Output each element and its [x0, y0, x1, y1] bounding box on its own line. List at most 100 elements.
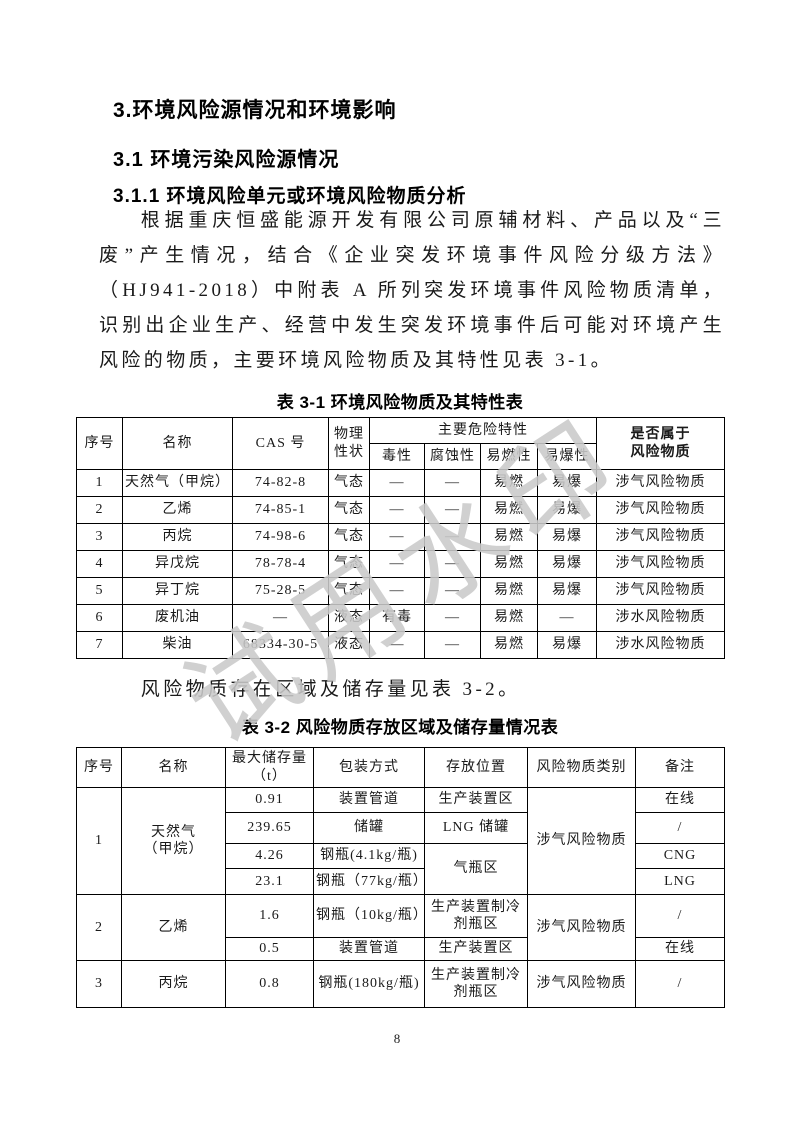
col-header-seq: 序号 [76, 747, 122, 788]
cell-category: 涉气风险物质 [527, 960, 636, 1008]
table-row: 23.1 钢瓶（77kg/瓶） LNG [77, 868, 725, 895]
cell-flammability: 易燃 [480, 550, 538, 578]
cell-name: 异戊烷 [122, 550, 233, 578]
cell-qty: 23.1 [225, 868, 314, 895]
cell-name: 异丁烷 [122, 577, 233, 605]
cell-risk-class: 涉气风险物质 [596, 577, 725, 605]
table-row: 0.5 装置管道 生产装置区 在线 [77, 937, 725, 961]
cell-seq: 1 [76, 787, 122, 895]
section-heading-3: 3.环境风险源情况和环境影响 [113, 99, 397, 122]
cell-category: 涉气风险物质 [527, 894, 636, 961]
cell-name: 柴油 [122, 631, 233, 659]
cell-seq: 3 [76, 523, 123, 551]
col-header-physical-state: 物理 性状 [328, 417, 370, 470]
intro-paragraph: 根据重庆恒盛能源开发有限公司原辅材料、产品以及“三废”产生情况，结合《企业突发环… [99, 210, 725, 371]
cell-toxicity: — [369, 496, 425, 524]
cell-cas: 75-28-5 [232, 577, 329, 605]
col-header-packaging: 包装方式 [313, 747, 425, 788]
cell-packaging: 钢瓶(4.1kg/瓶) [313, 843, 425, 869]
cell-note: / [635, 960, 725, 1008]
cell-phys: 气态 [328, 469, 370, 497]
cell-qty: 0.5 [225, 937, 314, 961]
col-header-location: 存放位置 [424, 747, 528, 788]
cell-toxicity: 有毒 [369, 604, 425, 632]
cell-qty: 239.65 [225, 812, 314, 844]
cell-cas: 68334-30-5 [232, 631, 329, 659]
col-header-name: 名称 [122, 417, 233, 470]
cell-explosivity: 易爆 [537, 631, 597, 659]
cell-risk-class: 涉气风险物质 [596, 496, 725, 524]
cell-location: 生产装置制冷 剂瓶区 [424, 960, 528, 1008]
cell-cas: 74-82-8 [232, 469, 329, 497]
cell-cas: 74-85-1 [232, 496, 329, 524]
cell-phys: 液态 [328, 604, 370, 632]
table-row: 7 柴油 68334-30-5 液态 — — 易燃 易爆 涉水风险物质 [76, 631, 725, 659]
cell-name: 天然气 （甲烷） [121, 787, 226, 895]
cell-note: CNG [635, 843, 725, 869]
cell-packaging: 储罐 [313, 812, 425, 844]
cell-toxicity: — [369, 523, 425, 551]
col-header-seq: 序号 [76, 417, 123, 470]
cell-explosivity: 易爆 [537, 577, 597, 605]
cell-risk-class: 涉气风险物质 [596, 523, 725, 551]
cell-flammability: 易燃 [480, 496, 538, 524]
table-row: 5 异丁烷 75-28-5 气态 — — 易燃 易爆 涉气风险物质 [76, 577, 725, 605]
cell-flammability: 易燃 [480, 523, 538, 551]
cell-corrosivity: — [424, 469, 481, 497]
cell-packaging: 钢瓶(180kg/瓶) [313, 960, 425, 1008]
cell-name: 丙烷 [122, 523, 233, 551]
cell-explosivity: — [537, 604, 597, 632]
cell-location: LNG 储罐 [424, 812, 528, 844]
cell-note: LNG [635, 868, 725, 895]
table-3-1-risk-substances: 序号 名称 CAS 号 物理 性状 主要危险特性 是否属于 风险物质 毒性 腐蚀… [76, 417, 725, 659]
table-row: 2 乙烯 1.6 钢瓶（10kg/瓶） 生产装置制冷 剂瓶区 涉气风险物质 / [76, 894, 725, 961]
cell-seq: 3 [76, 960, 122, 1008]
cell-phys: 气态 [328, 577, 370, 605]
col-header-hazards-group: 主要危险特性 [369, 417, 597, 444]
table-3-2-storage: 序号 名称 最大储存量 （t） 包装方式 存放位置 风险物质类别 备注 1 天然… [76, 747, 725, 1008]
cell-name: 乙烯 [121, 894, 226, 961]
cell-cas: 78-78-4 [232, 550, 329, 578]
cell-corrosivity: — [424, 496, 481, 524]
cell-seq: 6 [76, 604, 123, 632]
cell-toxicity: — [369, 577, 425, 605]
cell-flammability: 易燃 [480, 577, 538, 605]
cell-note: 在线 [635, 937, 725, 961]
table-row: 2 乙烯 74-85-1 气态 — — 易燃 易爆 涉气风险物质 [76, 496, 725, 524]
cell-explosivity: 易爆 [537, 523, 597, 551]
cell-note: 在线 [635, 787, 725, 813]
cell-seq: 2 [76, 496, 123, 524]
cell-phys: 气态 [328, 523, 370, 551]
cell-flammability: 易燃 [480, 604, 538, 632]
col-header-cas: CAS 号 [232, 417, 329, 470]
cell-qty: 1.6 [225, 894, 314, 938]
col-header-corrosivity: 腐蚀性 [424, 443, 481, 470]
cell-qty: 0.8 [225, 960, 314, 1008]
col-header-risk-class: 是否属于 风险物质 [596, 417, 725, 470]
cell-corrosivity: — [424, 631, 481, 659]
cell-packaging: 装置管道 [313, 937, 425, 961]
cell-flammability: 易燃 [480, 469, 538, 497]
cell-seq: 1 [76, 469, 123, 497]
table-row: 1 天然气 （甲烷） 0.91 装置管道 生产装置区 涉气风险物质 在线 [76, 787, 725, 895]
cell-location: 生产装置制冷 剂瓶区 [424, 894, 528, 938]
cell-packaging: 钢瓶（10kg/瓶） [313, 894, 425, 938]
col-header-note: 备注 [635, 747, 725, 788]
bridge-paragraph: 风险物质存在区域及储存量见表 3-2。 [140, 679, 521, 700]
cell-risk-class: 涉气风险物质 [596, 550, 725, 578]
cell-explosivity: 易爆 [537, 550, 597, 578]
cell-packaging: 装置管道 [313, 787, 425, 813]
cell-corrosivity: — [424, 604, 481, 632]
table-row: 6 废机油 — 液态 有毒 — 易燃 — 涉水风险物质 [76, 604, 725, 632]
cell-risk-class: 涉水风险物质 [596, 604, 725, 632]
cell-category: 涉气风险物质 [527, 787, 636, 895]
cell-location: 气瓶区 [424, 843, 528, 895]
cell-note: / [635, 894, 725, 938]
col-header-explosivity: 易爆性 [537, 443, 597, 470]
cell-phys: 液态 [328, 631, 370, 659]
cell-packaging: 钢瓶（77kg/瓶） [313, 868, 425, 895]
section-heading-3-1: 3.1 环境污染风险源情况 [113, 149, 340, 171]
cell-toxicity: — [369, 631, 425, 659]
cell-corrosivity: — [424, 550, 481, 578]
cell-toxicity: — [369, 469, 425, 497]
